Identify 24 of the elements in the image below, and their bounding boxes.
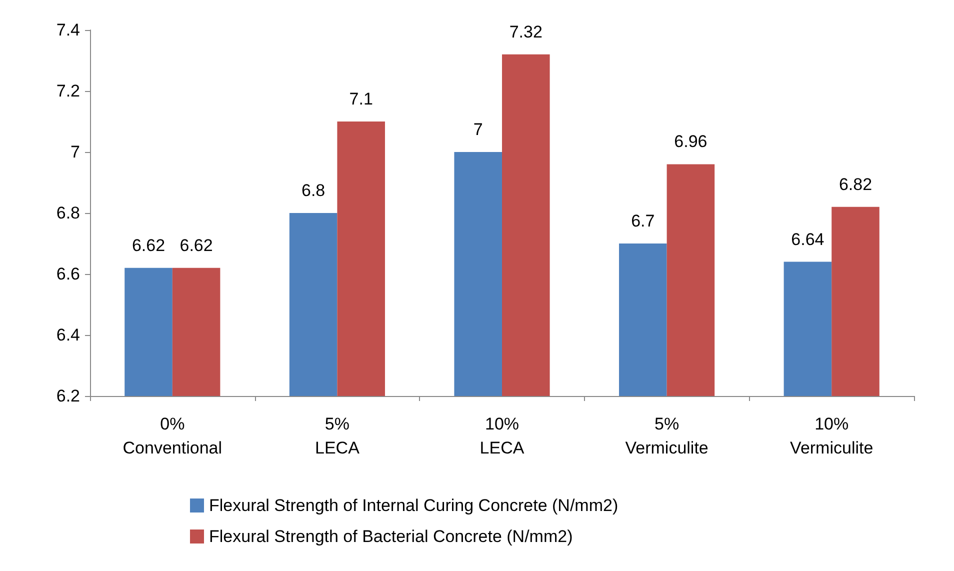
y-tick-label: 7 xyxy=(70,142,80,162)
y-tick-label: 6.2 xyxy=(56,386,80,406)
data-label: 7.1 xyxy=(349,90,373,108)
y-tick-label: 6.4 xyxy=(56,326,80,344)
data-label: 6.62 xyxy=(180,236,213,255)
data-label: 7 xyxy=(473,120,483,139)
x-tick-label: 10% Vermiculite xyxy=(790,414,874,458)
legend-label: Flexural Strength of Bacterial Concrete (N/mm2) xyxy=(209,527,573,546)
x-tick-label: 0% Conventional xyxy=(122,414,222,458)
data-label: 6.82 xyxy=(838,174,872,194)
data-label: 6.7 xyxy=(631,212,655,230)
y-tick-label: 7.4 xyxy=(56,20,80,40)
x-tick-label: 10% LECA xyxy=(480,414,525,458)
x-tick-label: 5% Vermiculite xyxy=(625,414,708,458)
data-label: 6.62 xyxy=(132,236,166,255)
data-label: 6.8 xyxy=(301,181,326,200)
legend-label: Flexural Strength of Internal Curing Concrete (N/mm2) xyxy=(209,496,618,515)
data-label: 7.32 xyxy=(509,22,542,42)
data-label: 6.64 xyxy=(791,230,824,249)
y-tick-label: 7.2 xyxy=(56,82,80,100)
y-tick-label: 6.6 xyxy=(56,264,80,284)
data-label: 6.96 xyxy=(674,132,708,152)
y-tick-label: 6.8 xyxy=(56,204,80,222)
x-tick-label: 5% LECA xyxy=(314,414,360,458)
